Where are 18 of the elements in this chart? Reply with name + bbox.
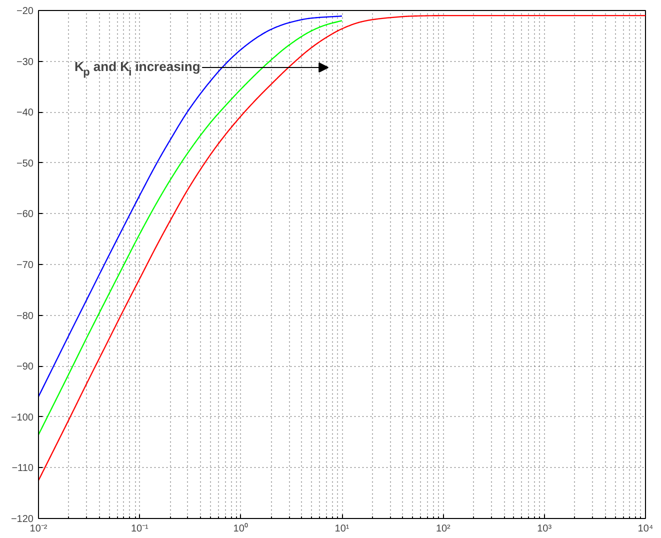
x-tick-label: 10⁻² [30, 524, 48, 534]
y-tick-label: −40 [16, 108, 34, 119]
y-tick-label: −120 [10, 514, 34, 525]
x-tick-label: 10⁻¹ [130, 524, 150, 534]
x-tick-label: 10⁰ [233, 522, 248, 534]
x-tick-label: 10¹ [334, 524, 350, 534]
y-tick-label: −60 [16, 209, 34, 220]
y-tick-label: −90 [16, 362, 34, 373]
y-tick-label: −50 [16, 158, 34, 170]
x-tick-label: 10³ [537, 524, 552, 534]
y-tick-label: −80 [16, 310, 34, 322]
x-tick-label: 10⁴ [638, 524, 654, 534]
y-tick-label: −100 [10, 412, 34, 424]
y-tick-label: −30 [16, 56, 34, 68]
y-tick-label: −70 [16, 260, 34, 271]
y-tick-label: −20 [16, 6, 34, 17]
y-tick-label: −110 [12, 463, 34, 474]
x-tick-label: 10² [436, 524, 452, 534]
